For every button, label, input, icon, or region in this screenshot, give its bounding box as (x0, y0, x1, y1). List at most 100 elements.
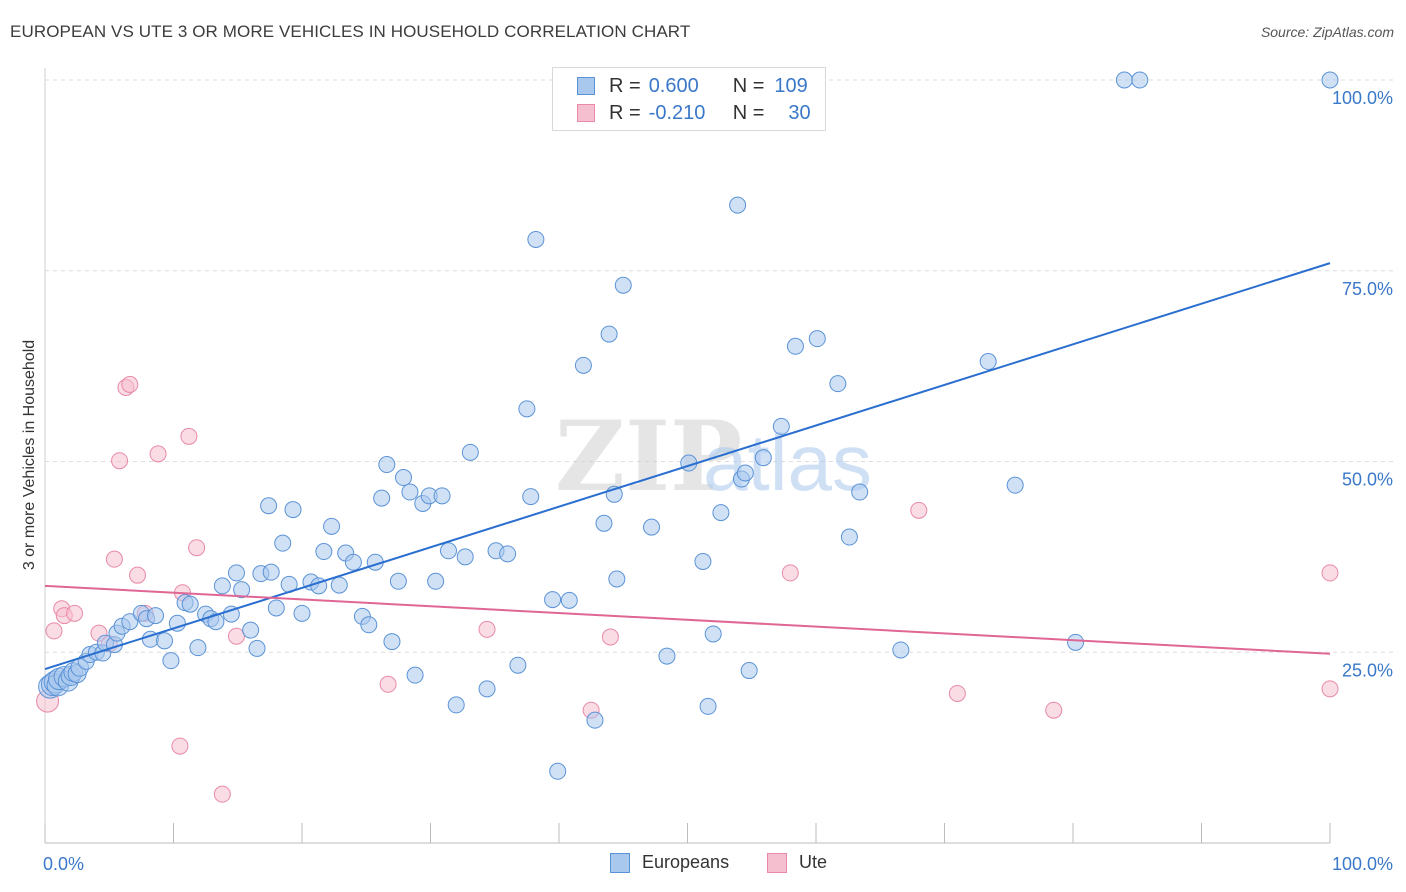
ute-point (1321, 564, 1339, 582)
ute-point (379, 675, 397, 693)
european-point (248, 639, 266, 657)
european-point (614, 276, 632, 294)
legend-label-ute: Ute (799, 852, 828, 872)
ute-point (910, 501, 928, 519)
european-point (207, 613, 225, 631)
ute-point (105, 550, 123, 568)
european-point (360, 616, 378, 634)
european-point (1321, 71, 1339, 89)
european-point (595, 514, 613, 532)
european-point (121, 613, 139, 631)
ute-point (188, 539, 206, 557)
europeans-swatch (577, 77, 595, 95)
european-point (395, 469, 413, 487)
european-point (439, 542, 457, 560)
r-label: R = (609, 74, 641, 97)
ute-trend-line (44, 584, 1331, 655)
european-point (406, 666, 424, 684)
european-point (427, 572, 445, 590)
european-point (808, 330, 826, 348)
y-tick-label: 100.0% (1332, 88, 1393, 108)
ute-point (180, 427, 198, 445)
ute-point (213, 785, 231, 803)
european-point (712, 504, 730, 522)
ute-point (601, 628, 619, 646)
european-point (456, 548, 474, 566)
european-point (189, 639, 207, 657)
european-point (162, 652, 180, 670)
european-point (222, 605, 240, 623)
european-point (330, 576, 348, 594)
ute-legend-swatch (767, 852, 787, 873)
european-point (694, 552, 712, 570)
european-point (1115, 71, 1133, 89)
european-point (658, 647, 676, 665)
european-point (979, 353, 997, 371)
stats-legend: R = 0.600 N = 109 R = -0.210 N = 30 (552, 67, 826, 131)
stats-legend-row-ute: R = -0.210 N = 30 (577, 101, 811, 125)
european-point (509, 656, 527, 674)
ute-swatch (577, 104, 595, 122)
european-point (378, 456, 396, 474)
x-tick-label: 0.0% (43, 854, 84, 874)
n-value: 109 (774, 74, 808, 97)
ute-point (129, 566, 147, 584)
ute-point (121, 375, 139, 393)
european-point (181, 595, 199, 613)
european-point (293, 604, 311, 622)
european-point (729, 196, 747, 214)
european-point (772, 417, 790, 435)
european-point (260, 497, 278, 515)
european-point (373, 489, 391, 507)
europeans-legend-swatch (610, 852, 630, 873)
ute-point (227, 627, 245, 645)
european-point (851, 483, 869, 501)
european-point (323, 517, 341, 535)
european-point (274, 534, 292, 552)
european-point (1006, 476, 1024, 494)
r-value: 0.600 (648, 74, 699, 97)
x-tick-label: 100.0% (1332, 854, 1393, 874)
european-point (829, 375, 847, 393)
european-point (574, 356, 592, 374)
y-tick-label: 50.0% (1342, 470, 1393, 490)
european-point (527, 230, 545, 248)
n-label: N = (732, 74, 765, 97)
legend-item-ute[interactable]: Ute (767, 852, 827, 873)
european-point (233, 581, 251, 599)
chart-title: EUROPEAN VS UTE 3 OR MORE VEHICLES IN HO… (10, 22, 691, 41)
ute-point (45, 622, 63, 640)
european-point (518, 400, 536, 418)
european-point (522, 488, 540, 506)
european-point (478, 680, 496, 698)
r-label: R = (609, 101, 641, 124)
ute-point (149, 445, 167, 463)
european-point (262, 563, 280, 581)
ute-point (781, 564, 799, 582)
european-point (315, 543, 333, 561)
ute-point (948, 684, 966, 702)
european-point (147, 607, 165, 625)
european-point (284, 501, 302, 519)
legend-item-europeans[interactable]: Europeans (610, 852, 729, 873)
watermark-atlas: atlas (703, 418, 872, 507)
european-point (544, 591, 562, 609)
european-point (786, 337, 804, 355)
european-point (1067, 633, 1085, 651)
y-tick-label: 25.0% (1342, 660, 1393, 680)
european-point (586, 711, 604, 729)
european-point (389, 572, 407, 590)
legend-label-europeans: Europeans (642, 852, 730, 872)
stats-legend-row-europeans: R = 0.600 N = 109 (577, 74, 808, 98)
european-trend-line (44, 262, 1331, 670)
source-label: Source: ZipAtlas.com (1260, 24, 1394, 40)
european-point (840, 528, 858, 546)
european-point (433, 487, 451, 505)
n-label: N = (732, 101, 765, 124)
european-point (461, 443, 479, 461)
r-value: -0.210 (648, 101, 706, 124)
n-value: 30 (788, 101, 811, 124)
european-point (643, 518, 661, 536)
european-point (227, 564, 245, 582)
european-point (213, 577, 231, 595)
